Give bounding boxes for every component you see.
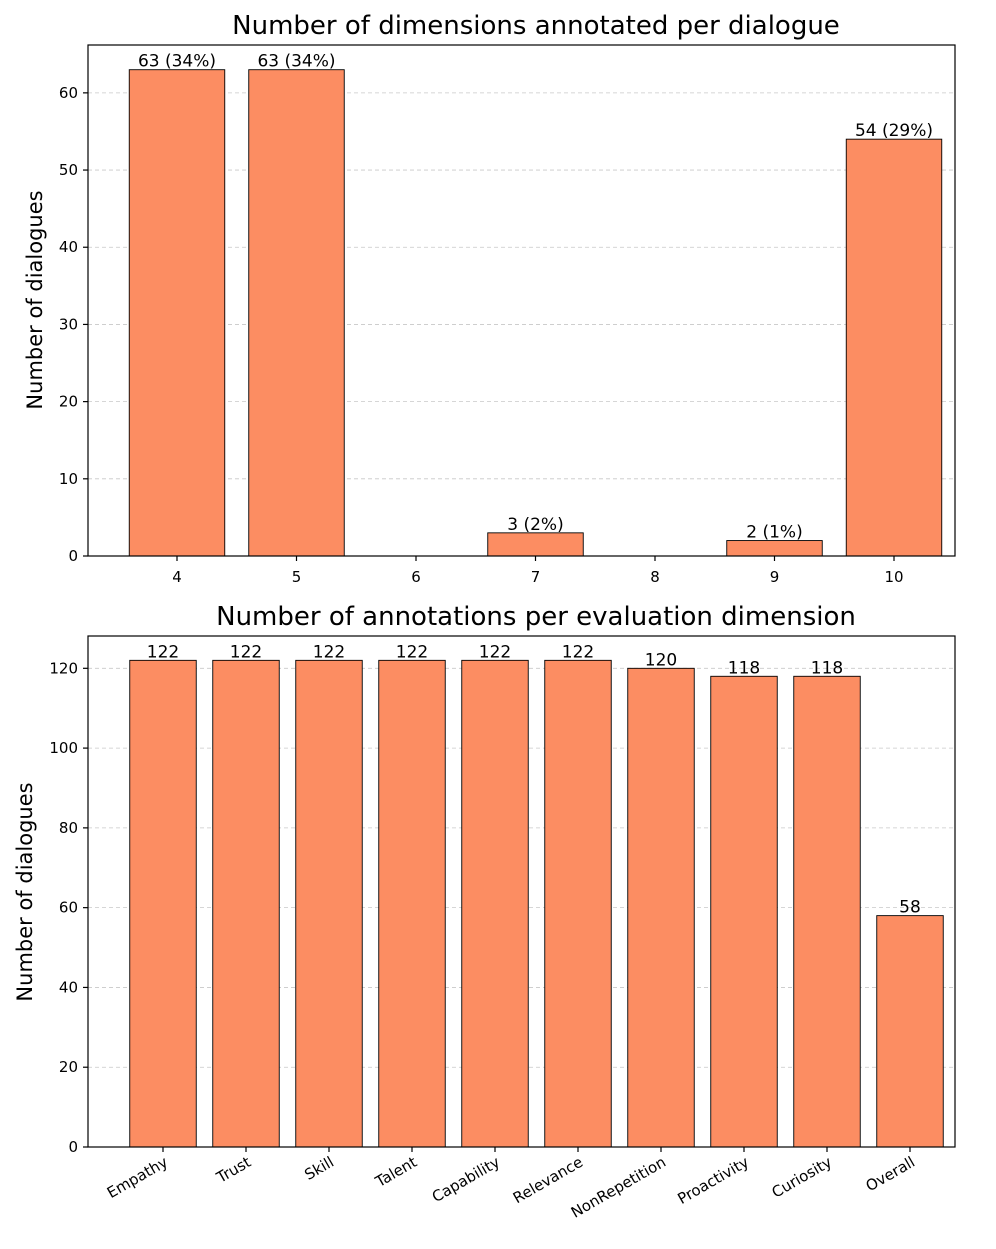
bar-4	[128, 69, 226, 557]
data-label: 118	[811, 658, 843, 678]
bar-curiosity	[793, 675, 861, 1148]
x-tick-label: Empathy	[104, 1153, 171, 1202]
data-label: 118	[728, 658, 760, 678]
data-label: 122	[147, 642, 179, 662]
top-chart-bars	[128, 69, 943, 557]
data-label: 63 (34%)	[138, 52, 216, 72]
top-chart-title: Number of dimensions annotated per dialo…	[232, 11, 840, 41]
y-tick-label: 30	[59, 315, 78, 333]
y-tick-label: 10	[59, 470, 78, 488]
data-label: 122	[562, 642, 594, 662]
x-tick-label: Trust	[213, 1153, 254, 1187]
bar-proactivity	[710, 675, 778, 1148]
data-label: 122	[396, 642, 428, 662]
data-label: 3 (2%)	[507, 515, 563, 535]
x-tick-label: Talent	[371, 1153, 420, 1191]
bar-talent	[378, 659, 446, 1148]
y-tick-label: 40	[59, 238, 78, 256]
data-label: 122	[479, 642, 511, 662]
x-tick-label: Relevance	[510, 1153, 586, 1207]
bar-10	[845, 138, 943, 557]
y-tick-label: 60	[59, 899, 78, 917]
bar-nonrepetition	[627, 667, 695, 1148]
bottom-chart-x-ticks: Empathy Trust Skill Talent Capability Relevan…	[104, 1147, 918, 1222]
y-tick-label: 0	[68, 547, 78, 565]
data-label: 120	[645, 650, 677, 670]
bottom-chart-title: Number of annotations per evaluation dim…	[216, 602, 856, 632]
top-chart-y-axis-label: Number of dialogues	[23, 190, 47, 409]
y-tick-label: 40	[59, 978, 78, 996]
bar-trust	[212, 659, 280, 1148]
y-tick-label: 50	[59, 161, 78, 179]
bar-9	[726, 540, 823, 557]
data-label: 58	[899, 898, 921, 918]
top-chart-data-labels: 63 (34%) 63 (34%) 3 (2%) 2 (1%) 54 (29%)	[138, 52, 933, 543]
y-tick-label: 0	[68, 1138, 78, 1156]
bar-skill	[295, 659, 363, 1148]
x-tick-label: Skill	[301, 1153, 337, 1184]
x-tick-label: 10	[884, 568, 903, 586]
bar-7	[487, 532, 584, 557]
bottom-chart-y-ticks: 0 20 40 60 80 100 120	[49, 659, 88, 1156]
y-tick-label: 20	[59, 1058, 78, 1076]
x-tick-label: NonRepetition	[568, 1153, 669, 1222]
bar-overall	[876, 915, 944, 1148]
bar-empathy	[129, 659, 197, 1148]
top-chart-y-ticks: 0 10 20 30 40 50 60	[59, 84, 88, 565]
x-tick-label: 6	[411, 568, 421, 586]
x-tick-label: Overall	[863, 1153, 918, 1195]
bottom-chart-data-labels: 122 122 122 122 122 122 120 118 118 58	[147, 642, 921, 917]
bar-capability	[461, 659, 529, 1148]
x-tick-label: Capability	[429, 1153, 503, 1206]
data-label: 63 (34%)	[257, 52, 335, 72]
bottom-chart: Number of annotations per evaluation dim…	[13, 602, 956, 1222]
bar-5	[248, 69, 345, 557]
bottom-chart-bars	[129, 659, 944, 1148]
data-label: 54 (29%)	[855, 121, 933, 141]
x-tick-label: Proactivity	[675, 1153, 753, 1208]
y-tick-label: 120	[49, 659, 78, 677]
data-label: 122	[313, 642, 345, 662]
x-tick-label: 7	[531, 568, 541, 586]
x-tick-label: Curiosity	[769, 1153, 835, 1202]
bar-relevance	[544, 659, 612, 1148]
top-chart-frame	[87, 44, 956, 557]
y-tick-label: 60	[59, 84, 78, 102]
data-label: 122	[230, 642, 262, 662]
top-chart-x-ticks: 4 5 6 7 8 9 10	[172, 556, 904, 586]
bottom-chart-frame	[87, 635, 956, 1148]
bottom-chart-y-axis-label: Number of dialogues	[13, 782, 37, 1001]
data-label: 2 (1%)	[746, 523, 802, 543]
x-tick-label: 8	[650, 568, 660, 586]
y-tick-label: 80	[59, 819, 78, 837]
top-chart: Number of dimensions annotated per dialo…	[23, 11, 956, 586]
x-tick-label: 9	[770, 568, 780, 586]
x-tick-label: 4	[172, 568, 182, 586]
y-tick-label: 20	[59, 393, 78, 411]
x-tick-label: 5	[292, 568, 302, 586]
y-tick-label: 100	[49, 739, 78, 757]
